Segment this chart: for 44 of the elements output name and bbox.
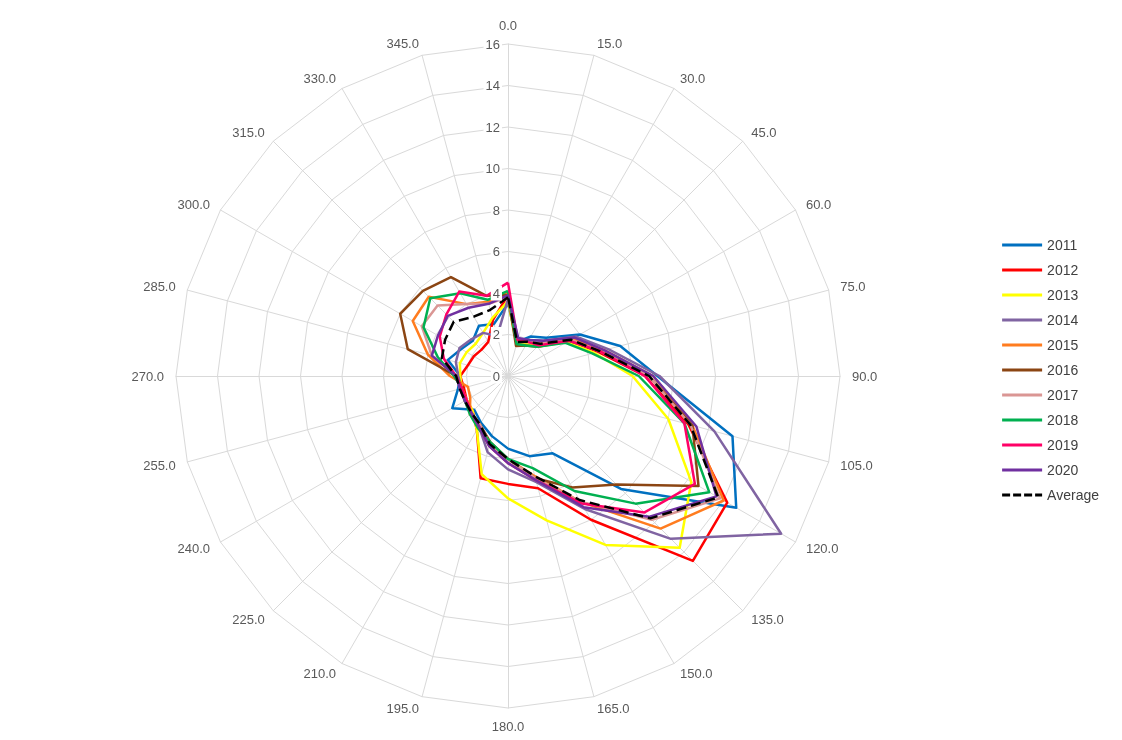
- spoke-label: 135.0: [751, 611, 784, 627]
- legend-label: 2019: [1047, 437, 1079, 453]
- legend-label: 2014: [1047, 312, 1079, 328]
- spoke-label: 150.0: [680, 666, 713, 682]
- spoke-label: 285.0: [143, 279, 176, 295]
- spoke-label: 105.0: [840, 457, 873, 473]
- y-tick-label: 12: [485, 119, 500, 135]
- spoke-label: 0.0: [498, 18, 518, 33]
- spoke-label: 75.0: [840, 279, 866, 295]
- spoke-label: 240.0: [177, 540, 211, 556]
- legend-label: 2018: [1047, 412, 1079, 428]
- legend-label: 2017: [1047, 387, 1079, 403]
- spoke-label: 45.0: [751, 125, 777, 141]
- spoke-label: 30.0: [680, 70, 706, 86]
- legend-label: 2013: [1047, 287, 1079, 303]
- y-tick-label: 10: [485, 161, 500, 176]
- legend-label: 2016: [1047, 362, 1079, 378]
- y-tick-label: 14: [485, 78, 500, 93]
- spoke-label: 180.0: [491, 719, 525, 734]
- y-tick-label: 2: [492, 327, 500, 342]
- legend-label: 2020: [1047, 462, 1079, 478]
- spoke-label: 195.0: [386, 700, 419, 716]
- spoke-label: 345.0: [386, 36, 419, 52]
- legend-label: 2015: [1047, 337, 1079, 353]
- y-tick-label: 0: [492, 368, 500, 384]
- spoke-label: 15.0: [597, 36, 623, 52]
- legend-label: Average: [1047, 487, 1100, 503]
- legend-label: 2012: [1047, 262, 1079, 278]
- spoke-label: 225.0: [232, 611, 265, 627]
- spoke-label: 300.0: [177, 196, 211, 212]
- spoke-label: 165.0: [597, 700, 630, 716]
- y-tick-label: 6: [492, 244, 500, 259]
- spoke-label: 270.0: [131, 368, 164, 384]
- y-tick-label: 8: [492, 202, 500, 218]
- spoke-label: 315.0: [232, 125, 265, 141]
- spoke-label: 120.0: [805, 540, 839, 556]
- y-tick-label: 4: [492, 285, 500, 301]
- spoke-label: 60.0: [805, 196, 832, 212]
- spoke-label: 210.0: [303, 666, 336, 682]
- y-tick-label: 16: [485, 36, 500, 52]
- legend-label: 2011: [1047, 237, 1078, 253]
- spoke-label: 255.0: [143, 457, 176, 473]
- spoke-label: 90.0: [852, 368, 878, 384]
- spoke-label: 330.0: [303, 70, 336, 86]
